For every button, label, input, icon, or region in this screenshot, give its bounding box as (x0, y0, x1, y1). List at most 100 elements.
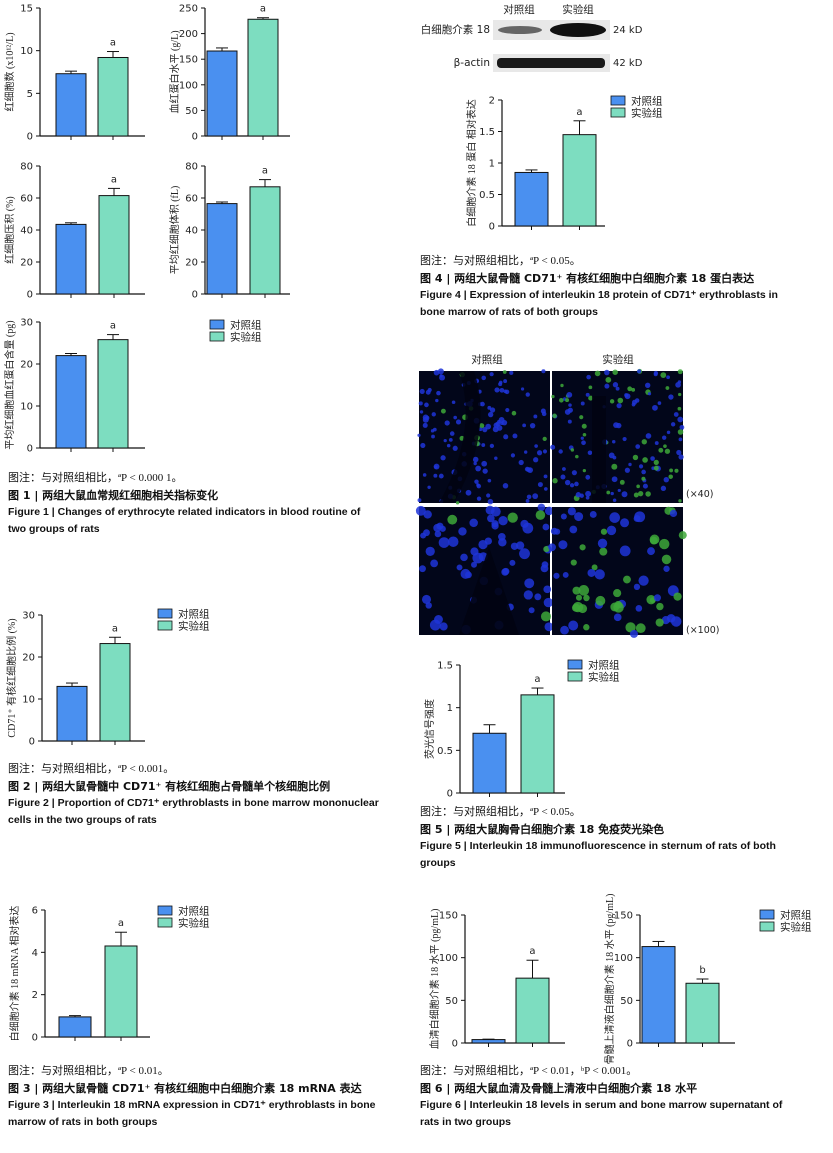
cell-nucleus (582, 432, 587, 437)
cell-nucleus (586, 374, 591, 380)
cell-nucleus (484, 537, 492, 545)
cell-nucleus (503, 434, 509, 440)
caption-note: 图注：与对照组相比，ªP < 0.01。 (8, 1065, 169, 1077)
cell-nucleus (431, 412, 436, 417)
cell-nucleus (631, 387, 636, 392)
y-axis-label: 荧光信号强度 (423, 699, 436, 759)
legend-label: 对照组 (780, 909, 812, 922)
cell-nucleus (560, 383, 564, 388)
y-tick-label: 10 (20, 46, 33, 57)
cell-nucleus (653, 594, 661, 602)
y-tick-label: 150 (614, 911, 633, 922)
cell-nucleus (433, 369, 440, 376)
cell-nucleus (422, 473, 427, 477)
chart-fig1c: 0 20 40 60 80 a 红细胞压积 (%) (3, 162, 145, 301)
cell-nucleus (490, 506, 501, 517)
cell-nucleus (552, 413, 557, 419)
cell-nucleus (585, 495, 590, 500)
cell-nucleus (615, 386, 620, 391)
cell-nucleus (654, 441, 659, 445)
cell-nucleus (419, 565, 426, 573)
cell-nucleus (630, 629, 638, 638)
cell-nucleus (599, 547, 608, 556)
cell-nucleus (650, 456, 655, 461)
cell-nucleus (567, 407, 573, 413)
caption-en: groups (420, 857, 456, 869)
legend-swatch (209, 331, 225, 342)
cell-nucleus (567, 507, 576, 516)
chart-fig1e: 0 10 20 30 a 平均红细胞血红蛋白含量 (pg) (3, 318, 145, 455)
significance-label: b (699, 965, 705, 976)
cell-nucleus (572, 586, 581, 595)
cell-nucleus (525, 467, 531, 473)
cell-nucleus (536, 450, 543, 456)
cell-nucleus (641, 439, 647, 445)
cell-nucleus (645, 433, 652, 439)
cell-nucleus (481, 443, 486, 447)
cell-nucleus (678, 499, 682, 503)
cell-nucleus (647, 547, 655, 556)
cell-nucleus (532, 493, 539, 500)
cell-nucleus (617, 397, 624, 404)
cell-nucleus (448, 437, 453, 442)
cell-nucleus (525, 392, 530, 397)
cell-nucleus (569, 525, 578, 534)
bar (641, 946, 676, 1044)
y-tick-label: 1.5 (437, 661, 453, 672)
y-tick-label: 2 (489, 96, 495, 107)
cell-nucleus (666, 375, 670, 380)
cell-nucleus (675, 381, 681, 388)
cell-nucleus (645, 491, 651, 497)
cell-nucleus (645, 382, 651, 389)
y-tick-label: 30 (22, 611, 35, 622)
caption-note: 图注：与对照组相比，ªP < 0.05。 (420, 255, 581, 267)
caption-en: rats in two groups (420, 1116, 512, 1128)
cell-nucleus (612, 382, 619, 388)
cell-nucleus (519, 548, 530, 560)
legend-swatch (610, 95, 626, 106)
y-tick-label: 50 (445, 996, 458, 1007)
cell-nucleus (642, 457, 648, 463)
cell-nucleus (494, 456, 498, 460)
y-axis-label: 白细胞介素 18 mRNA 相对表达 (8, 906, 21, 1042)
cell-nucleus (564, 479, 571, 486)
cell-nucleus (570, 559, 577, 566)
cell-nucleus (609, 512, 620, 523)
cell-nucleus (419, 388, 425, 394)
caption-fig4: 图注：与对照组相比，ªP < 0.05。 图 4 | 两组大鼠骨髓 CD71⁺ … (420, 253, 825, 321)
caption-note: 图注：与对照组相比，ªP < 0.05。 (420, 806, 581, 818)
cell-nucleus (541, 369, 546, 374)
significance-label: a (262, 166, 268, 177)
bar (98, 195, 130, 295)
y-tick-label: 0 (29, 737, 35, 748)
caption-cn: 图 4 | 两组大鼠骨髓 CD71⁺ 有核红细胞中白细胞介素 18 蛋白表达 (420, 272, 755, 285)
if-image (548, 506, 687, 638)
band (550, 23, 606, 37)
bar (685, 982, 720, 1044)
cell-nucleus (446, 443, 451, 448)
cell-nucleus (580, 436, 584, 440)
cell-nucleus (597, 538, 608, 549)
caption-cn: 图 5 | 两组大鼠胸骨白细胞介素 18 免疫荧光染色 (420, 823, 665, 836)
cell-nucleus (487, 478, 492, 483)
cell-nucleus (510, 453, 516, 458)
caption-en: Figure 5 | Interleukin 18 immunofluoresc… (420, 840, 776, 852)
cell-nucleus (663, 444, 667, 449)
cell-nucleus (568, 403, 572, 407)
bar (97, 339, 129, 449)
cell-nucleus (436, 390, 441, 396)
cell-nucleus (502, 483, 509, 489)
cell-nucleus (469, 518, 478, 528)
cell-nucleus (498, 417, 505, 423)
tissue-gap (459, 547, 519, 635)
cell-nucleus (604, 383, 610, 389)
cell-nucleus (614, 600, 623, 609)
y-tick-label: 0 (489, 222, 495, 233)
cell-nucleus (662, 435, 667, 440)
cell-nucleus (606, 490, 611, 495)
cell-nucleus (543, 487, 548, 491)
cell-nucleus (628, 462, 632, 467)
cell-nucleus (621, 491, 628, 498)
